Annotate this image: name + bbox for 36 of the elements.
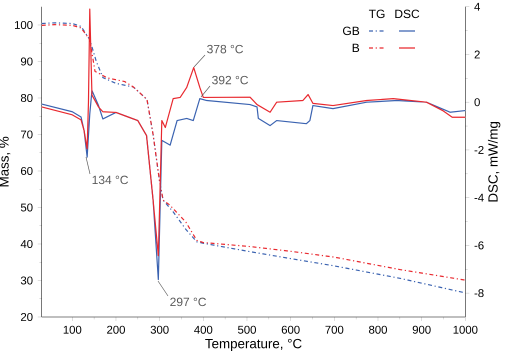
x-tick-label: 700 (325, 326, 344, 334)
y-tick-label: 70 (21, 130, 33, 138)
annotation: 392 °C (212, 76, 248, 84)
y2-axis-title: DSC, mW/mg (488, 122, 500, 202)
x-tick-label: 100 (64, 326, 82, 334)
y-tick-label: 80 (20, 94, 33, 102)
x-tick-label: 200 (107, 326, 125, 334)
annotation: 134 °C (92, 176, 128, 184)
y2-tick-label: 4 (474, 2, 480, 11)
x-tick-label: 900 (412, 326, 431, 334)
y-tick-label: 100 (14, 20, 33, 29)
x-tick-label: 500 (238, 326, 256, 334)
y2-tick-label: 0 (474, 98, 480, 106)
x-tick-label: 400 (194, 326, 212, 334)
x-axis-title: Temperature, °C (205, 338, 302, 351)
y2-tick-label: 2 (474, 50, 480, 58)
y2-tick-label: -6 (474, 241, 484, 250)
x-tick-label: 600 (282, 326, 300, 334)
annotation: DSC (395, 10, 420, 18)
legend-label: B (352, 44, 360, 52)
y2-tick-label: -2 (474, 146, 484, 154)
annotation: 378 °C (207, 44, 244, 54)
y-tick-label: 30 (20, 276, 33, 285)
x-tick-label: 800 (369, 326, 387, 334)
legend-label: GB (343, 26, 360, 36)
x-tick-label: 1000 (454, 326, 478, 334)
y-tick-label: 20 (20, 312, 33, 322)
y-tick-label: 90 (20, 57, 33, 66)
y2-tick-label: -4 (474, 194, 484, 202)
y-tick-label: 40 (20, 240, 33, 248)
legend-title: TG (368, 10, 384, 18)
y-tick-label: 60 (21, 166, 33, 175)
y-tick-label: 50 (20, 203, 33, 212)
y2-tick-label: -8 (474, 289, 484, 298)
x-tick-label: 300 (150, 326, 169, 334)
annotation: 297 °C (170, 298, 206, 306)
